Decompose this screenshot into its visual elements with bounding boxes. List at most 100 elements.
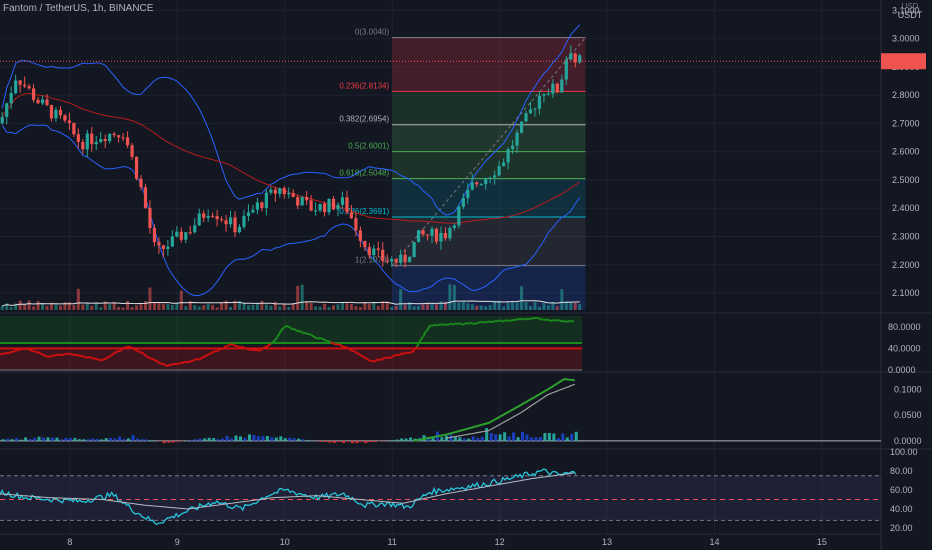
candle-body-116 <box>519 121 524 133</box>
volume-bar-129 <box>578 303 582 310</box>
macd-histogram-bar <box>144 439 148 441</box>
stoch-segment <box>300 330 304 334</box>
volume-bar-63 <box>282 303 286 310</box>
stoch-segment <box>491 320 495 324</box>
stoch-segment <box>403 351 407 355</box>
volume-bar-29 <box>130 307 134 310</box>
volume-bar-52 <box>233 300 237 310</box>
macd-histogram-bar <box>359 440 363 442</box>
price-tick-2.7000: 2.7000 <box>892 118 920 128</box>
volume-bar-7 <box>32 306 36 310</box>
fib-label-3: 0.5(2.6001) <box>348 142 389 151</box>
macd-histogram-bar <box>319 440 323 442</box>
stoch-segment <box>448 322 452 326</box>
fib-label-5: 0.786(2.3691) <box>339 207 389 216</box>
stoch-segment <box>530 317 534 320</box>
volume-bar-94 <box>421 304 425 310</box>
macd-histogram-bar <box>203 438 207 441</box>
macd-histogram-bar <box>525 434 529 441</box>
volume-bar-36 <box>161 303 165 310</box>
volume-bar-31 <box>139 303 143 310</box>
time-tick-8: 8 <box>67 537 72 547</box>
stoch-segment <box>328 340 332 344</box>
stoch-segment <box>38 351 42 355</box>
stoch-segment <box>282 325 287 329</box>
volume-bar-91 <box>408 302 412 310</box>
candle-body-103 <box>461 197 465 207</box>
stoch-segment <box>444 323 448 327</box>
price-unit-secondary: USDT <box>898 10 923 20</box>
macd-histogram-bar <box>77 439 81 441</box>
macd-histogram-bar <box>176 440 180 442</box>
volume-bar-116 <box>520 286 524 310</box>
stoch-segment <box>119 348 124 352</box>
macd-histogram-bar <box>140 439 144 441</box>
candle-body-19 <box>85 133 89 150</box>
stoch-segment <box>42 353 46 357</box>
rsi-tick-60.00: 60.00 <box>890 485 913 495</box>
macd-histogram-bar <box>409 437 413 441</box>
candle-body-80 <box>358 230 362 241</box>
macd-histogram-bar <box>122 439 126 441</box>
candle-body-47 <box>211 215 215 217</box>
macd-histogram-bar <box>274 437 278 441</box>
volume-bar-93 <box>417 305 421 310</box>
volume-bar-27 <box>121 307 125 310</box>
candle-body-2 <box>9 93 13 104</box>
stoch-segment <box>109 354 113 358</box>
macd-histogram-bar <box>400 438 404 441</box>
macd-histogram-bar <box>113 438 117 441</box>
macd-histogram-bar <box>42 437 46 441</box>
volume-bar-86 <box>385 301 389 310</box>
candle-body-29 <box>130 145 134 157</box>
macd-histogram-bar <box>127 438 131 441</box>
candle-body-55 <box>246 212 251 216</box>
candle-body-40 <box>179 231 183 240</box>
macd-histogram-bar <box>221 438 225 441</box>
candle-body-36 <box>161 245 165 249</box>
candle-body-111 <box>497 166 501 176</box>
candle-body-76 <box>340 197 345 205</box>
candle-body-48 <box>215 216 219 220</box>
stoch-segment <box>569 319 572 323</box>
candle-body-49 <box>219 219 224 221</box>
stoch-segment <box>485 320 489 324</box>
stoch-segment <box>457 322 461 325</box>
stoch-segment <box>366 358 371 362</box>
macd-histogram-bar <box>292 438 296 441</box>
macd-histogram-bar <box>297 438 301 441</box>
volume-bar-88 <box>394 305 398 310</box>
stoch-segment <box>128 345 132 349</box>
candle-body-74 <box>331 198 336 210</box>
volume-bar-13 <box>58 305 62 310</box>
macd-histogram-bar <box>118 436 122 441</box>
time-tick-9: 9 <box>175 537 180 547</box>
volume-bar-71 <box>318 306 322 310</box>
stoch-segment <box>209 351 214 355</box>
macd-histogram-bar <box>59 439 63 441</box>
stoch-segment <box>506 319 510 322</box>
candle-body-52 <box>233 217 237 233</box>
stoch-segment <box>431 323 435 327</box>
stoch-segment <box>424 329 429 333</box>
volume-bar-14 <box>63 302 67 310</box>
volume-bar-126 <box>564 301 568 310</box>
price-axis-background <box>881 0 932 550</box>
candle-body-42 <box>188 232 192 234</box>
stoch-segment <box>145 355 149 359</box>
volume-bar-102 <box>457 302 461 310</box>
stoch-segment <box>263 345 267 349</box>
stoch-segment <box>538 317 543 321</box>
stoch-segment <box>98 358 102 362</box>
stoch-segment <box>360 354 364 358</box>
stoch-segment <box>463 321 467 326</box>
candle-body-79 <box>354 218 358 231</box>
candle-body-105 <box>470 182 474 190</box>
volume-bar-79 <box>354 306 358 310</box>
stoch-segment <box>476 321 480 325</box>
macd-histogram-bar <box>216 439 220 441</box>
macd-histogram-bar <box>467 438 471 441</box>
stoch-segment <box>517 317 521 321</box>
macd-histogram-bar <box>243 437 247 441</box>
